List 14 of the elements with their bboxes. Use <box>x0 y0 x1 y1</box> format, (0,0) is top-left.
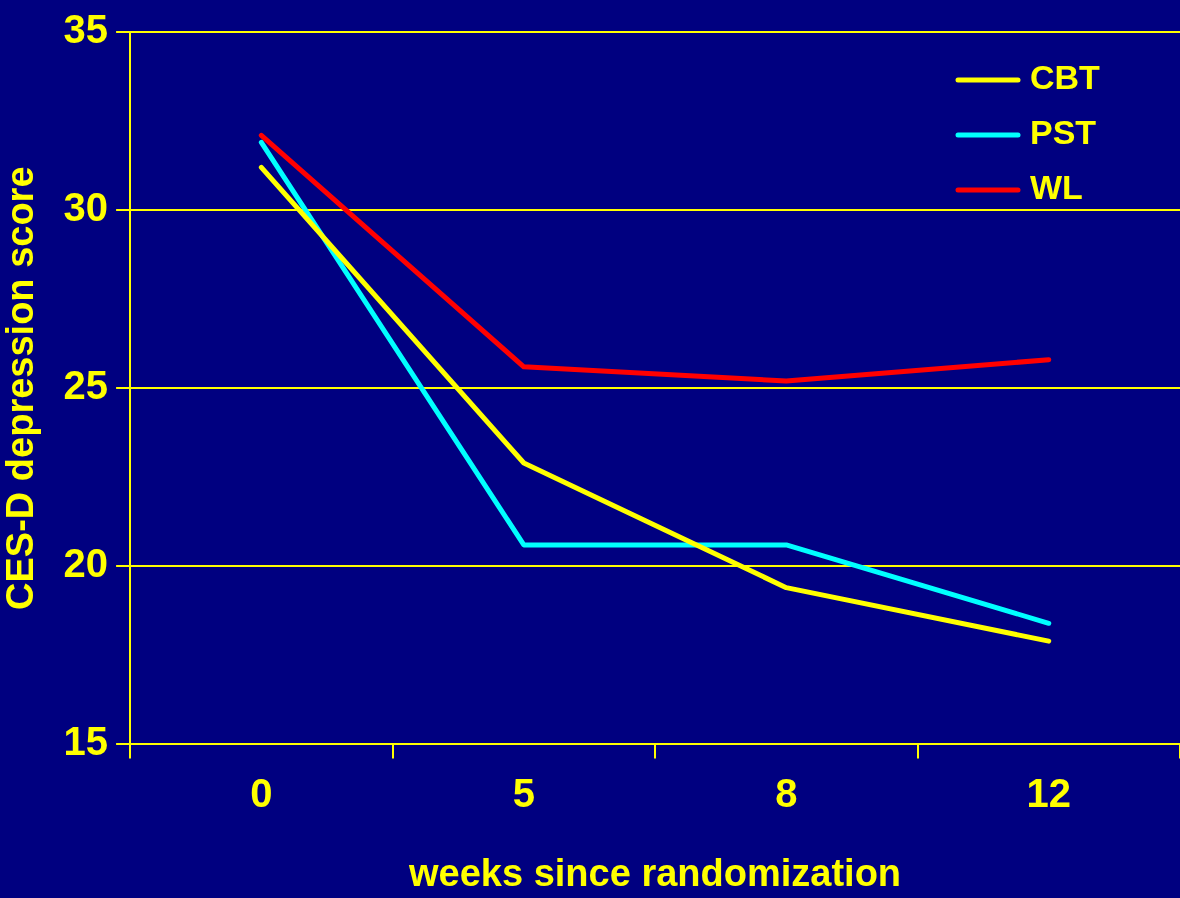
x-tick-label: 12 <box>1026 771 1072 816</box>
legend-label: WL <box>1030 168 1083 207</box>
y-tick-label: 20 <box>63 541 109 586</box>
y-tick-label: 35 <box>63 7 109 52</box>
y-axis-title: CES-D depression score <box>0 166 42 610</box>
x-tick-label: 5 <box>512 771 535 816</box>
y-tick-label: 30 <box>63 185 109 230</box>
legend-label: CBT <box>1030 58 1101 97</box>
legend-label: PST <box>1030 113 1097 152</box>
x-tick-label: 8 <box>775 771 798 816</box>
x-axis-title: weeks since randomization <box>408 851 902 894</box>
y-tick-label: 25 <box>63 363 109 408</box>
y-tick-label: 15 <box>63 719 109 764</box>
x-tick-label: 0 <box>250 771 273 816</box>
